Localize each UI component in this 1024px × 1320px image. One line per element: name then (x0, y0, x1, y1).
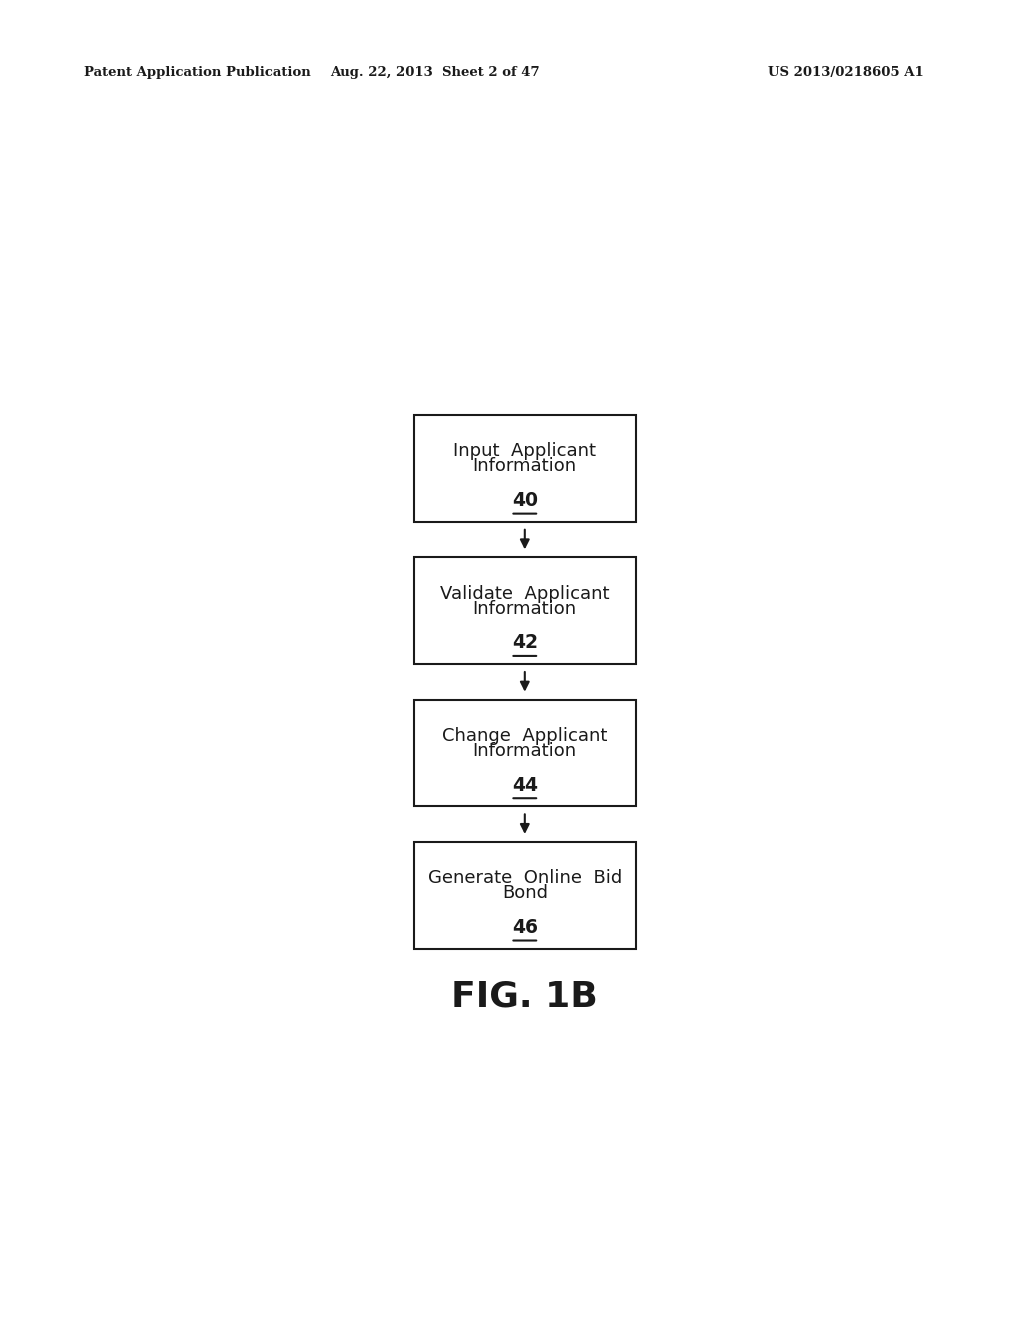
Text: FIG. 1B: FIG. 1B (452, 979, 598, 1014)
Text: Information: Information (473, 457, 577, 475)
FancyBboxPatch shape (414, 700, 636, 807)
FancyBboxPatch shape (414, 842, 636, 949)
Text: US 2013/0218605 A1: US 2013/0218605 A1 (768, 66, 924, 79)
Text: 46: 46 (512, 917, 538, 937)
FancyBboxPatch shape (414, 414, 636, 521)
Text: Information: Information (473, 599, 577, 618)
Text: Aug. 22, 2013  Sheet 2 of 47: Aug. 22, 2013 Sheet 2 of 47 (331, 66, 540, 79)
FancyBboxPatch shape (414, 557, 636, 664)
Text: Generate  Online  Bid: Generate Online Bid (428, 869, 622, 887)
Text: Input  Applicant: Input Applicant (454, 442, 596, 461)
Text: 44: 44 (512, 776, 538, 795)
Text: Patent Application Publication: Patent Application Publication (84, 66, 310, 79)
Text: 40: 40 (512, 491, 538, 510)
Text: Bond: Bond (502, 884, 548, 902)
Text: Information: Information (473, 742, 577, 760)
Text: Change  Applicant: Change Applicant (442, 727, 607, 744)
Text: Validate  Applicant: Validate Applicant (440, 585, 609, 603)
Text: 42: 42 (512, 634, 538, 652)
